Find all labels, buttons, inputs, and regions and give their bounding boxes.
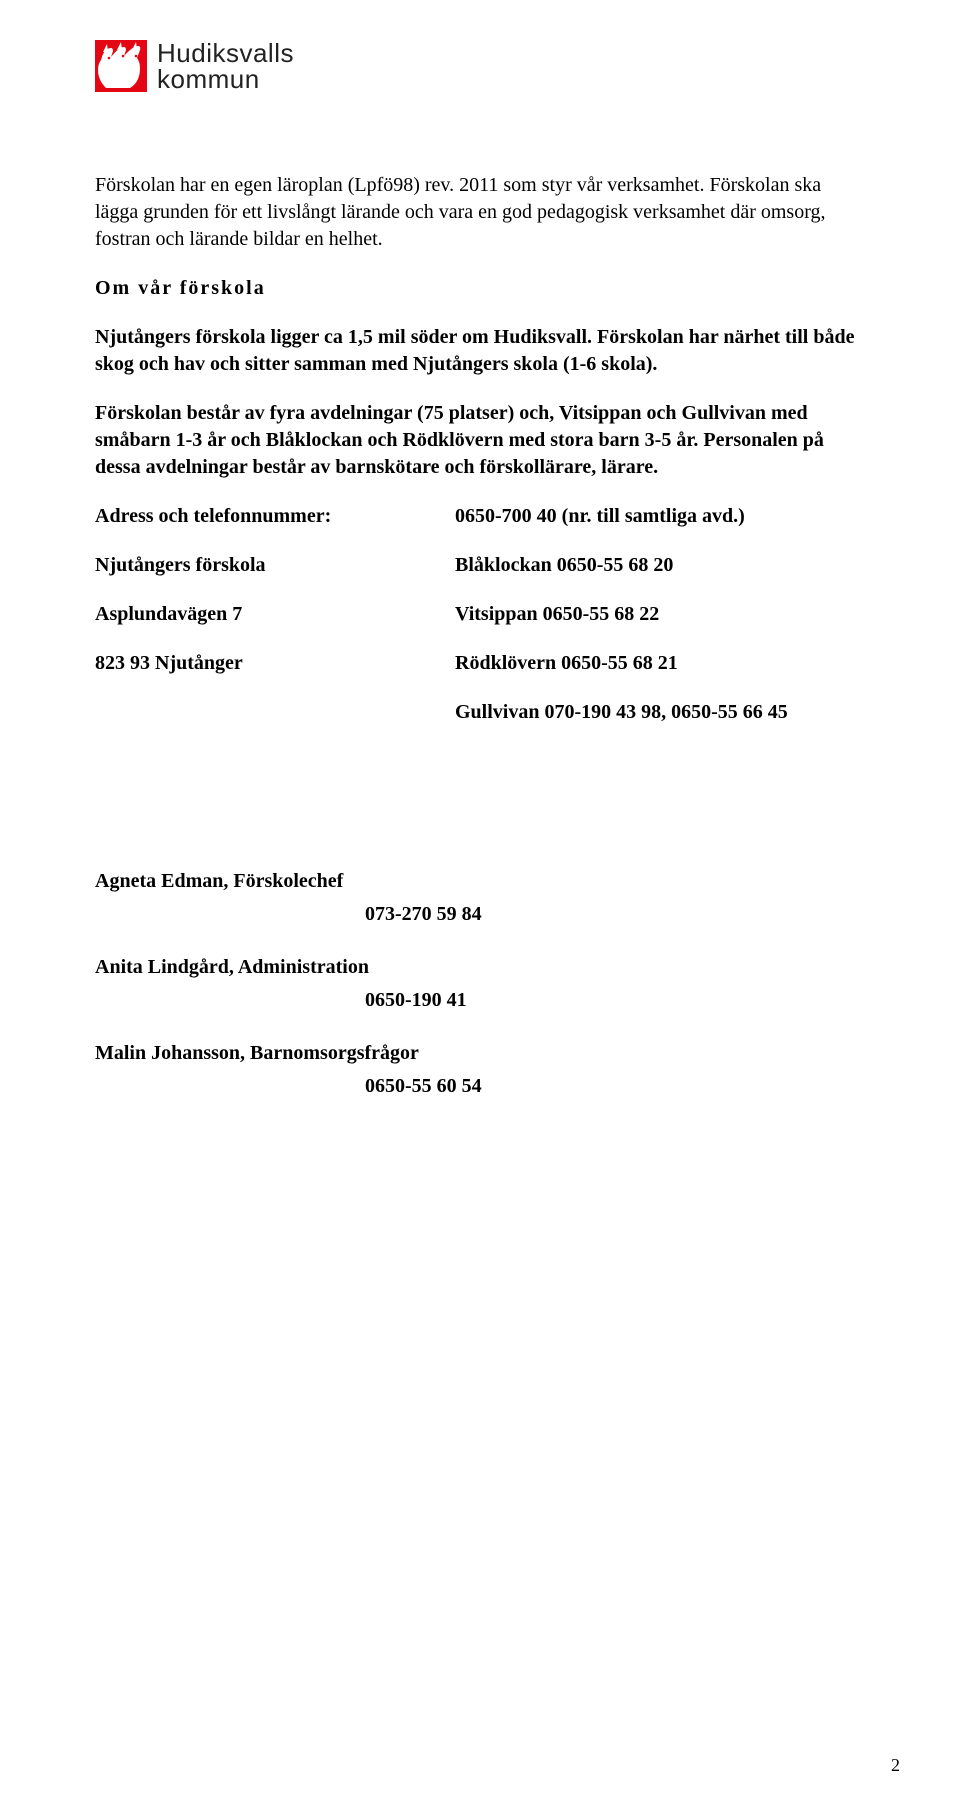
contact-address-heading: Adress och telefonnummer: bbox=[95, 503, 455, 530]
contact-right-column: 0650-700 40 (nr. till samtliga avd.) Blå… bbox=[455, 503, 865, 748]
about-paragraph-2: Förskolan består av fyra avdelningar (75… bbox=[95, 400, 865, 481]
document-body: Förskolan har en egen läroplan (Lpfö98) … bbox=[95, 172, 865, 1100]
contact-phone-line: 0650-700 40 (nr. till samtliga avd.) bbox=[455, 503, 865, 530]
logo-text: Hudiksvalls kommun bbox=[157, 40, 294, 92]
staff-name: Agneta Edman, Förskolechef bbox=[95, 868, 865, 895]
about-paragraph-1: Njutångers förskola ligger ca 1,5 mil sö… bbox=[95, 324, 865, 378]
staff-name: Malin Johansson, Barnomsorgsfrågor bbox=[95, 1040, 865, 1067]
logo-text-line1: Hudiksvalls bbox=[157, 40, 294, 66]
staff-name: Anita Lindgård, Administration bbox=[95, 954, 865, 981]
contact-address-line: 823 93 Njutånger bbox=[95, 650, 455, 677]
staff-phone: 0650-55 60 54 bbox=[365, 1073, 865, 1100]
document-page: Hudiksvalls kommun Förskolan har en egen… bbox=[0, 0, 960, 1804]
contact-left-column: Adress och telefonnummer: Njutångers för… bbox=[95, 503, 455, 748]
staff-phone: 073-270 59 84 bbox=[365, 901, 865, 928]
staff-entry: Agneta Edman, Förskolechef 073-270 59 84 bbox=[95, 868, 865, 928]
logo-text-line2: kommun bbox=[157, 66, 294, 92]
contact-phone-line: Blåklockan 0650-55 68 20 bbox=[455, 552, 865, 579]
logo-goats-icon bbox=[95, 40, 147, 92]
page-number: 2 bbox=[891, 1755, 900, 1776]
contact-address-line: Asplundavägen 7 bbox=[95, 601, 455, 628]
contact-address-line: Njutångers förskola bbox=[95, 552, 455, 579]
section-heading: Om vår förskola bbox=[95, 275, 865, 302]
municipal-logo: Hudiksvalls kommun bbox=[95, 40, 865, 92]
staff-contacts: Agneta Edman, Förskolechef 073-270 59 84… bbox=[95, 868, 865, 1100]
contact-phone-line: Rödklövern 0650-55 68 21 bbox=[455, 650, 865, 677]
staff-entry: Anita Lindgård, Administration 0650-190 … bbox=[95, 954, 865, 1014]
contact-phone-line: Vitsippan 0650-55 68 22 bbox=[455, 601, 865, 628]
contact-phone-line: Gullvivan 070-190 43 98, 0650-55 66 45 bbox=[455, 699, 865, 726]
staff-phone: 0650-190 41 bbox=[365, 987, 865, 1014]
contact-columns: Adress och telefonnummer: Njutångers för… bbox=[95, 503, 865, 748]
intro-paragraph: Förskolan har en egen läroplan (Lpfö98) … bbox=[95, 172, 865, 253]
staff-entry: Malin Johansson, Barnomsorgsfrågor 0650-… bbox=[95, 1040, 865, 1100]
